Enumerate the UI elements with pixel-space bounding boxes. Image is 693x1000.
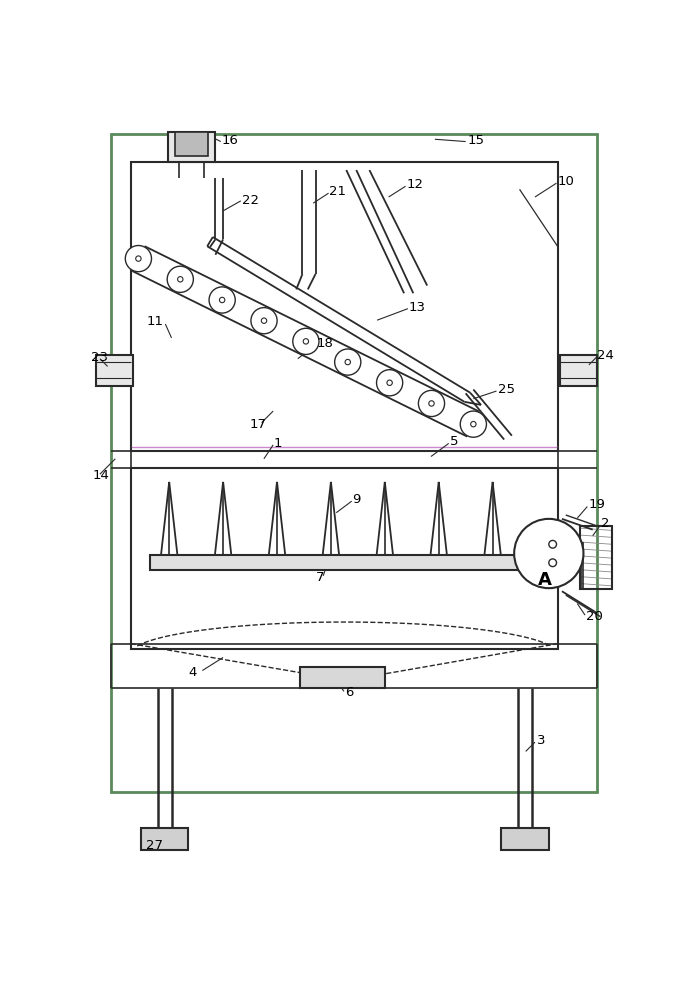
Text: 6: 6 [345,686,353,699]
Text: 2: 2 [602,517,610,530]
Text: 10: 10 [558,175,575,188]
Circle shape [460,411,486,437]
Circle shape [514,519,584,588]
Text: 15: 15 [467,134,484,147]
Bar [150,555,556,570]
Text: 22: 22 [242,194,258,207]
Bar [131,468,558,649]
Text: 7: 7 [316,571,325,584]
Text: 3: 3 [536,734,545,747]
Text: 21: 21 [329,185,346,198]
Circle shape [419,390,445,417]
Bar [141,828,188,850]
Bar [501,828,549,850]
Text: 25: 25 [498,383,515,396]
Circle shape [251,308,277,334]
Circle shape [376,370,403,396]
Circle shape [304,339,308,344]
Circle shape [261,318,267,323]
Text: 13: 13 [409,301,426,314]
Text: 4: 4 [188,666,197,679]
Text: 14: 14 [92,469,109,482]
Circle shape [345,359,351,365]
Bar [131,162,558,451]
Circle shape [220,297,225,303]
Text: 17: 17 [250,418,267,431]
Text: 23: 23 [91,351,107,364]
Text: 1: 1 [274,437,283,450]
Circle shape [125,246,152,272]
Text: 24: 24 [597,349,614,362]
Bar [168,132,216,162]
Circle shape [549,559,556,567]
Text: 12: 12 [406,178,423,191]
Circle shape [293,328,319,354]
Circle shape [429,401,435,406]
Circle shape [471,421,476,427]
Text: 18: 18 [316,337,333,350]
Circle shape [136,256,141,261]
Text: 5: 5 [450,435,458,448]
Circle shape [209,287,235,313]
Text: 9: 9 [353,493,361,506]
Circle shape [549,540,556,548]
Circle shape [177,277,183,282]
Circle shape [387,380,392,385]
Text: 27: 27 [146,839,163,852]
Text: A: A [538,571,552,589]
Text: 19: 19 [588,498,605,512]
Circle shape [167,266,193,292]
Bar [175,132,209,156]
Bar [300,667,385,688]
Bar [579,526,612,589]
Text: 20: 20 [586,610,603,623]
Text: 16: 16 [222,134,238,147]
Bar [112,134,597,792]
Text: 11: 11 [147,315,164,328]
Bar [560,355,597,386]
Circle shape [335,349,361,375]
Bar [96,355,133,386]
